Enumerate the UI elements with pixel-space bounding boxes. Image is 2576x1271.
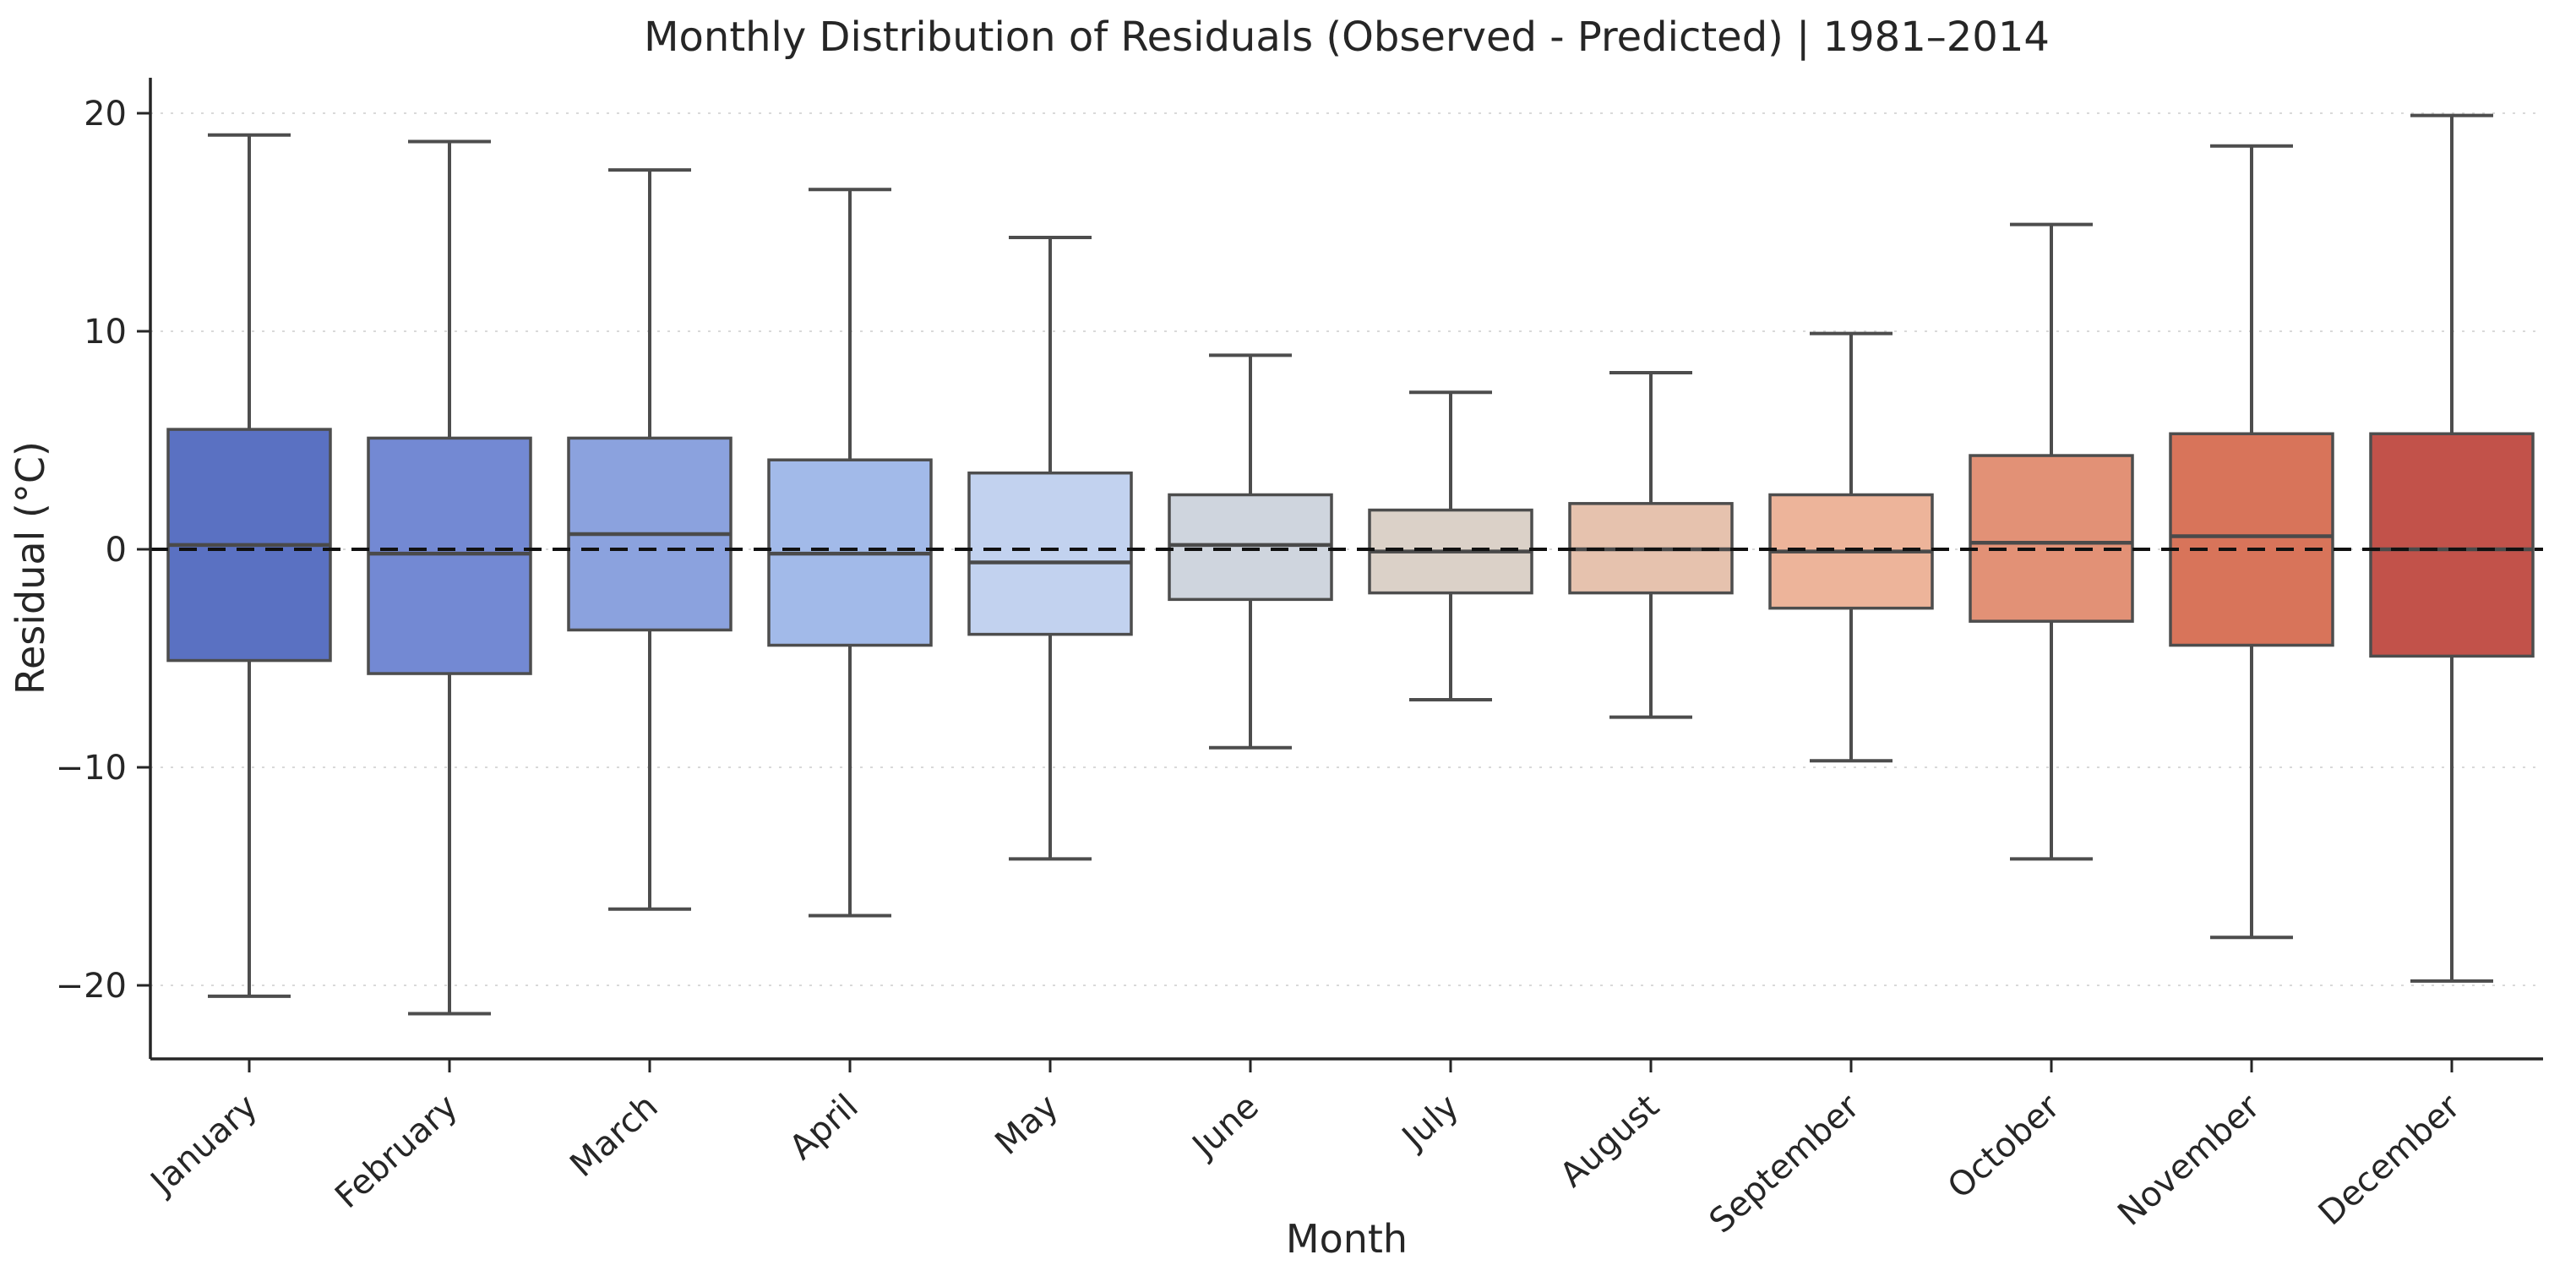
box-group-may [967, 236, 1133, 861]
iqr-box-february [367, 436, 532, 675]
box-group-august [1568, 371, 1734, 719]
x-tick-label-march: March [563, 1087, 665, 1185]
box-group-september [1768, 331, 1934, 763]
gridlines-layer [150, 112, 2543, 986]
iqr-box-may [967, 471, 1133, 636]
boxes-layer [166, 113, 2535, 1016]
x-tick-label-january: January [142, 1087, 265, 1203]
y-tick-label-20: 20 [84, 95, 127, 134]
chart-title: Monthly Distribution of Residuals (Obser… [644, 14, 2050, 61]
box-group-october [1969, 222, 2134, 861]
iqr-box-june [1168, 493, 1333, 602]
y-axis-label: Residual (°C) [8, 441, 53, 695]
iqr-box-october [1969, 454, 2134, 623]
box-group-december [2369, 113, 2535, 983]
y-tick-label--20: −20 [56, 967, 127, 1006]
y-tick-label-10: 10 [84, 313, 127, 352]
x-tick-label-may: May [988, 1087, 1065, 1163]
x-tick-label-december: December [2312, 1087, 2468, 1233]
x-tick-label-june: June [1184, 1087, 1266, 1166]
box-group-march [567, 168, 732, 911]
box-group-july [1368, 390, 1533, 702]
x-tick-label-april: April [782, 1087, 866, 1167]
y-tick-label-0: 0 [106, 531, 127, 570]
box-group-april [767, 188, 933, 918]
iqr-box-november [2169, 432, 2334, 647]
iqr-box-december [2369, 432, 2535, 658]
x-axis-label: Month [1286, 1216, 1408, 1262]
box-group-january [166, 133, 332, 998]
x-tick-label-july: July [1393, 1087, 1466, 1158]
x-tick-label-november: November [2110, 1087, 2268, 1234]
box-group-june [1168, 353, 1333, 750]
x-tick-label-september: September [1702, 1087, 1867, 1241]
x-tick-label-october: October [1941, 1087, 2067, 1207]
box-group-november [2169, 144, 2334, 940]
x-tick-label-august: August [1553, 1087, 1667, 1195]
x-tick-label-february: February [328, 1087, 466, 1216]
y-tick-label--10: −10 [56, 749, 127, 788]
box-group-february [367, 139, 532, 1016]
